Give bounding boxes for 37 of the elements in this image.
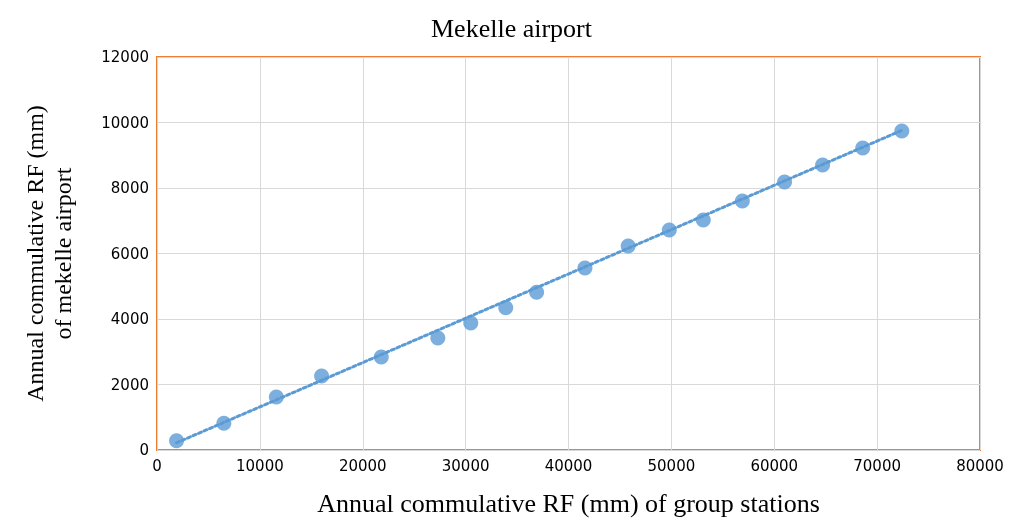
x-tick-label: 70000 — [853, 456, 901, 475]
x-tick-label: 50000 — [647, 456, 696, 475]
y-tick-label: 2000 — [110, 375, 149, 394]
x-tick-label: 0 — [152, 456, 162, 475]
point — [216, 415, 232, 431]
point — [463, 315, 479, 331]
point — [430, 330, 446, 346]
x-axis-title: Annual commulative RF (mm) of group stations — [317, 488, 820, 518]
point — [815, 157, 831, 173]
y-tick-label: 0 — [139, 441, 149, 459]
x-tick-label: 30000 — [441, 456, 490, 475]
y-tick-label: 8000 — [110, 179, 149, 197]
point — [577, 260, 593, 276]
y-axis-title: Annual commulative RF (mm) of mekelle airport — [22, 105, 76, 402]
chart-title: Mekelle airport — [431, 13, 593, 43]
point — [894, 123, 910, 139]
y-tick-label: 4000 — [110, 310, 149, 328]
point — [373, 349, 389, 365]
y-tick-label: 10000 — [101, 113, 149, 132]
point — [661, 222, 677, 238]
y-tick-label: 6000 — [110, 244, 149, 263]
point — [498, 300, 514, 316]
point — [314, 368, 330, 384]
point — [777, 174, 793, 190]
point — [529, 284, 545, 300]
x-tick-label: 40000 — [544, 456, 593, 475]
x-tick-label: 20000 — [338, 456, 387, 475]
point — [268, 389, 284, 405]
point — [169, 433, 185, 449]
point — [855, 140, 871, 156]
point — [695, 212, 711, 228]
y-tick-label: 12000 — [101, 48, 149, 66]
point — [620, 238, 636, 254]
point — [734, 193, 750, 209]
x-tick-label: 60000 — [750, 456, 799, 475]
x-tick-label: 80000 — [956, 456, 1004, 475]
x-tick-label: 10000 — [236, 456, 284, 475]
